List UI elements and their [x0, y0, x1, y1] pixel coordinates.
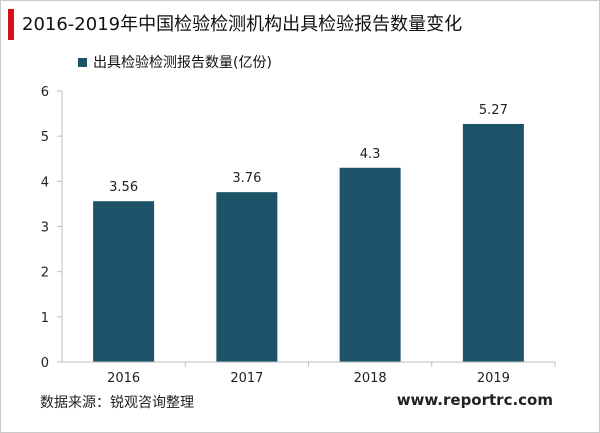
x-tick-label-2017: 2017	[230, 371, 263, 386]
data-label-2019: 5.27	[479, 103, 508, 118]
x-tick-label-2016: 2016	[107, 371, 140, 386]
data-source: 数据来源：锐观咨询整理	[40, 395, 194, 411]
y-tick-label: 5	[41, 130, 49, 145]
data-label-2016: 3.56	[109, 180, 138, 195]
legend-swatch	[78, 57, 87, 67]
data-label-2017: 3.76	[232, 171, 261, 186]
y-tick-label: 3	[41, 221, 49, 236]
y-tick-label: 1	[41, 311, 49, 326]
legend: 出具检验检测报告数量(亿份)	[78, 52, 272, 72]
chart-title: 2016-2019年中国检验检测机构出具检验报告数量变化	[22, 14, 463, 35]
bar-2017	[216, 192, 278, 362]
bar-2018	[339, 167, 401, 362]
legend-label: 出具检验检测报告数量(亿份)	[93, 55, 272, 71]
x-tick-label-2018: 2018	[354, 371, 387, 386]
bar-2019	[462, 123, 524, 362]
y-tick-label: 6	[41, 85, 49, 100]
bar-2016	[93, 201, 155, 362]
y-tick-label: 2	[41, 266, 49, 281]
x-tick-label-2019: 2019	[477, 371, 510, 386]
title-accent-bar	[8, 9, 14, 40]
y-tick-label: 4	[41, 175, 49, 190]
website-url: www.reportrc.com	[396, 391, 553, 409]
y-tick-label: 0	[41, 356, 49, 371]
data-label-2018: 4.3	[360, 147, 381, 162]
